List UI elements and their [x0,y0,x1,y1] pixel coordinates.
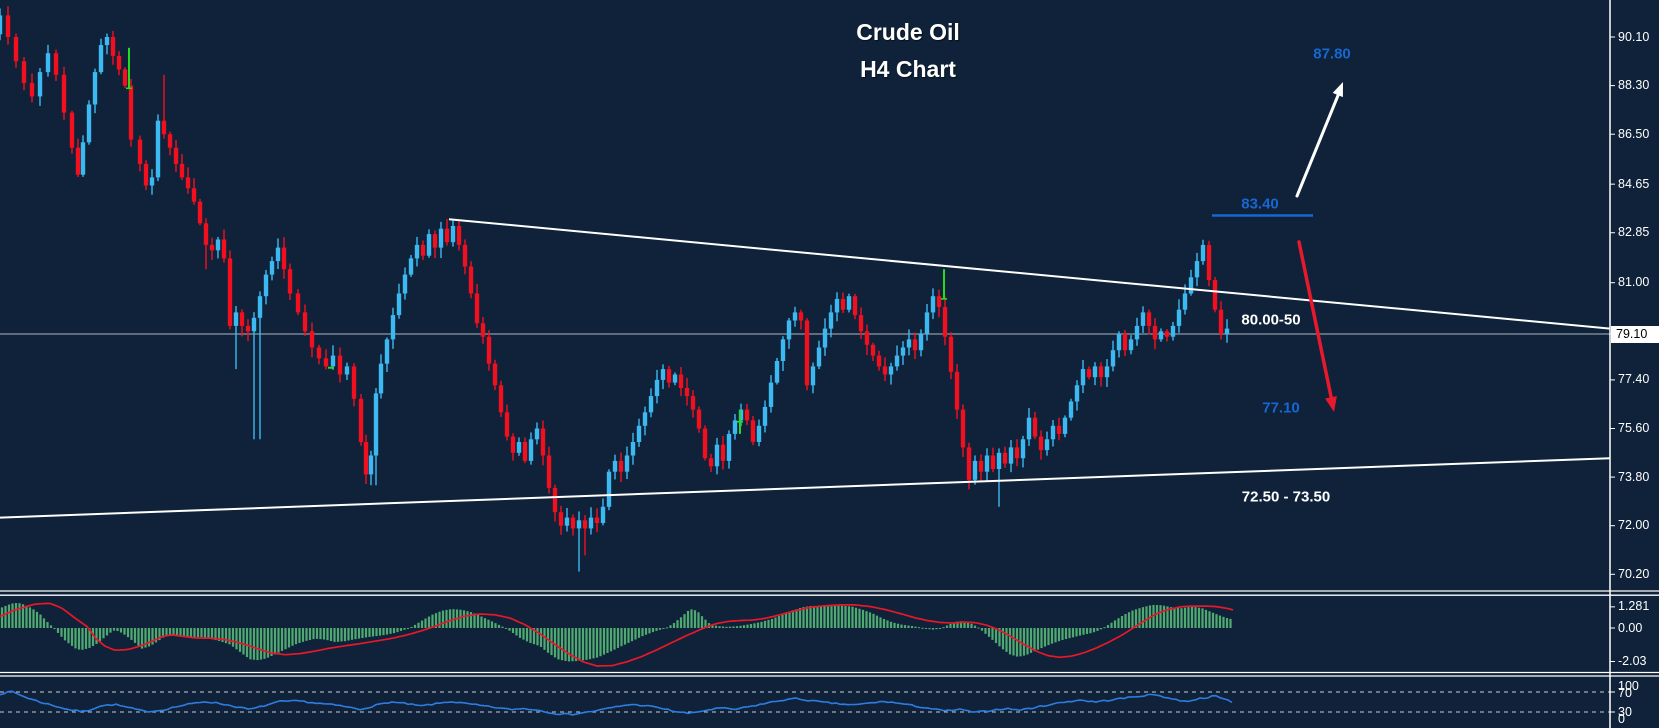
y-axis-tick-label: 70.20 [1618,566,1650,581]
macd-axis-tick-label: 1.281 [1618,599,1650,614]
rsi-axis-tick-label: 30 [1618,704,1632,719]
rsi-axis-tick-label: 0 [1618,711,1625,726]
current-price-tag: 79.10 [1611,326,1659,343]
y-axis-tick-label: 72.00 [1618,518,1650,533]
rsi-line [0,690,1233,716]
trendline-ascending-support[interactable] [0,457,1611,519]
macd-axis-tick-label: 0.00 [1618,620,1643,635]
y-axis-tick-label: 84.65 [1618,176,1650,191]
rsi-level-lines [0,691,1610,713]
panel-separators [0,590,1659,677]
price-target-down-label[interactable]: 77.10 [1262,399,1300,417]
macd-histogram [0,603,1232,662]
breakout-level-label[interactable]: 83.40 [1241,195,1279,213]
y-axis-tick-label: 75.60 [1618,421,1650,435]
chart-title-timeframe: H4 Chart [860,56,956,82]
chart-title-symbol: Crude Oil [856,19,960,45]
y-axis-tick-label: 73.80 [1618,469,1650,484]
bearish-scenario-arrow[interactable] [1297,240,1337,412]
price-target-up-label[interactable]: 87.80 [1313,45,1351,63]
y-axis-tick-label: 86.50 [1618,126,1650,141]
price-axis-line [1609,0,1615,728]
y-axis-tick-label: 88.30 [1618,78,1650,93]
macd-axis-tick-label: -2.03 [1618,653,1647,668]
y-axis-tick-label: 81.00 [1618,275,1650,290]
y-axis-tick-label: 77.40 [1618,372,1650,387]
resistance-zone-label[interactable]: 80.00-50 [1241,311,1301,329]
chart-title: Crude Oil H4 Chart [856,14,960,88]
candlesticks [0,6,1230,572]
macd-signal-line [0,602,1234,667]
y-axis-tick-label: 90.10 [1618,29,1650,44]
trendline-descending-resistance[interactable] [448,218,1611,330]
y-axis-tick-label: 82.85 [1618,225,1650,240]
support-zone-label[interactable]: 72.50 - 73.50 [1241,488,1331,506]
current-price-value: 79.10 [1616,327,1648,342]
bullish-scenario-arrow[interactable] [1295,82,1343,198]
highlighted-green-candles [126,47,947,434]
rsi-axis-tick-label: 100 [1618,678,1639,693]
rsi-axis-tick-label: 70 [1618,686,1632,700]
